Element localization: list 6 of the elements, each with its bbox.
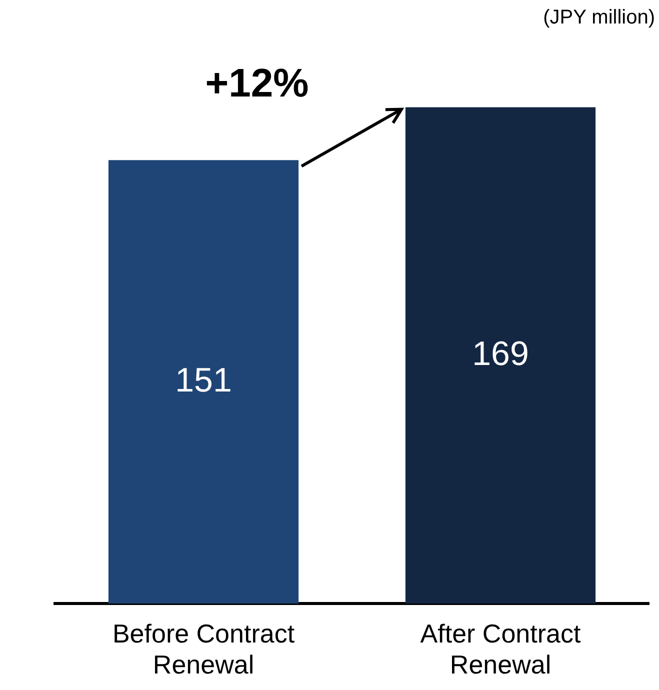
y-axis-title: (JPY million) — [543, 6, 655, 29]
text: +12% — [205, 61, 309, 106]
data-label: 169 — [472, 334, 529, 373]
x-tick-label: After Contract Renewal — [420, 618, 582, 680]
data-label: 151 — [175, 361, 232, 400]
x-tick-label: Before Contract Renewal — [112, 618, 296, 680]
